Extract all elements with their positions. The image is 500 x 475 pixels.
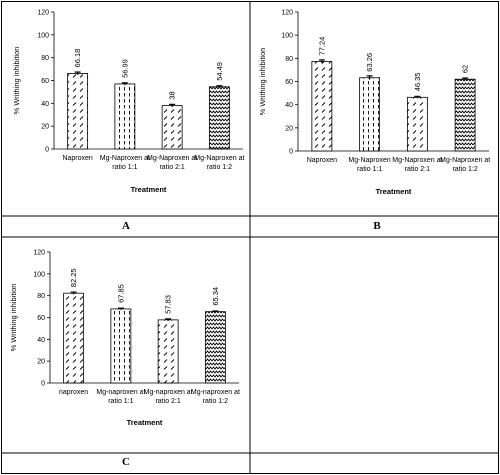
bar bbox=[454, 78, 476, 152]
y-tick-label: 80 bbox=[285, 56, 293, 63]
x-tick-label: Mg-Naproxen at bbox=[100, 155, 150, 162]
chart-b: % Writhing inhibition 0 20 40 60 80 100 120 77.2… bbox=[258, 10, 490, 197]
bar bbox=[157, 319, 179, 384]
bar bbox=[311, 61, 333, 152]
y-axis-label: % Writhing inhibition bbox=[258, 48, 267, 116]
y-tick-label: 120 bbox=[281, 10, 293, 17]
y-tick-label: 120 bbox=[37, 10, 49, 17]
x-tick-label: Mg-naproxen at bbox=[191, 389, 240, 396]
x-tick-label: naproxen bbox=[59, 389, 88, 396]
data-label: 62 bbox=[461, 65, 470, 73]
x-tick-label: ratio 1:2 bbox=[452, 166, 477, 173]
y-tick-label: 100 bbox=[281, 33, 293, 40]
y-tick-label: 80 bbox=[37, 293, 45, 300]
x-tick-label: ratio 2:1 bbox=[405, 166, 430, 173]
y-axis-label: % Writhing inhibition bbox=[9, 284, 18, 352]
x-tick-label: ratio 1:2 bbox=[203, 398, 228, 405]
x-tick-label: Mg-Naproxen at bbox=[147, 155, 197, 162]
x-axis-label: Treatment bbox=[131, 185, 167, 194]
bar bbox=[208, 86, 230, 150]
bar bbox=[110, 308, 132, 384]
x-tick-label: Naproxen bbox=[62, 155, 92, 162]
data-label: 66.18 bbox=[73, 49, 82, 68]
data-label: 57.83 bbox=[164, 295, 173, 314]
y-tick-label: 40 bbox=[41, 101, 49, 108]
data-label: 54.49 bbox=[215, 62, 224, 81]
x-tick-label: Mg-Naproxen at bbox=[392, 157, 442, 164]
x-tick-label: ratio 1:2 bbox=[207, 164, 232, 171]
x-tick-label: ratio 1:1 bbox=[112, 164, 137, 171]
y-tick-label: 0 bbox=[45, 147, 49, 154]
data-label: 56.99 bbox=[120, 59, 129, 78]
data-label: 38 bbox=[168, 91, 177, 99]
chart-c: % Writhing inhibition 0 20 40 60 80 100 120 82.2… bbox=[9, 250, 240, 428]
y-tick-label: 0 bbox=[41, 381, 45, 388]
x-tick-label: Naproxen bbox=[307, 157, 337, 164]
y-tick-label: 40 bbox=[285, 102, 293, 109]
y-tick-label: 20 bbox=[37, 359, 45, 366]
y-tick-label: 120 bbox=[33, 250, 45, 257]
y-tick-label: 20 bbox=[41, 124, 49, 131]
bar bbox=[67, 73, 89, 150]
x-tick-label: Mg-Naproxen bbox=[348, 157, 391, 164]
data-label: 46.35 bbox=[413, 73, 422, 92]
y-tick-label: 100 bbox=[33, 271, 45, 278]
x-axis-label: Treatment bbox=[376, 187, 412, 196]
bar bbox=[359, 77, 381, 152]
panel-letter-a: A bbox=[122, 220, 130, 232]
data-label: 77.24 bbox=[317, 37, 326, 56]
y-tick-label: 0 bbox=[289, 149, 293, 156]
x-tick-label: Mg-naproxen at bbox=[96, 389, 145, 396]
bar bbox=[63, 292, 85, 384]
bar bbox=[204, 311, 226, 384]
x-tick-label: ratio 1:1 bbox=[357, 166, 382, 173]
y-tick-label: 60 bbox=[285, 79, 293, 86]
data-label: 67.85 bbox=[116, 284, 125, 303]
bar bbox=[406, 96, 428, 152]
x-tick-label: Mg-naproxen at bbox=[144, 389, 193, 396]
x-tick-label: ratio 2:1 bbox=[159, 164, 184, 171]
data-label: 82.25 bbox=[69, 268, 78, 287]
x-tick-label: Mg-Naproxen at bbox=[194, 155, 244, 162]
y-axis-label: % Writhing inhibition bbox=[12, 47, 21, 115]
y-tick-label: 100 bbox=[37, 32, 49, 39]
y-tick-label: 60 bbox=[41, 78, 49, 85]
x-tick-label: Mg-Naproxen at bbox=[440, 157, 490, 164]
y-tick-label: 60 bbox=[37, 315, 45, 322]
panel-letter-c: C bbox=[122, 456, 130, 468]
x-tick-label: ratio 1:1 bbox=[108, 398, 133, 405]
y-tick-label: 20 bbox=[285, 125, 293, 132]
bar bbox=[161, 105, 183, 150]
x-axis-label: Treatment bbox=[127, 418, 163, 427]
y-tick-label: 40 bbox=[37, 337, 45, 344]
data-label: 65.34 bbox=[211, 287, 220, 306]
chart-a: % Writhing inhibition 0 20 40 60 80 100 120 66.1… bbox=[12, 10, 245, 195]
panel-letter-b: B bbox=[373, 220, 381, 232]
y-tick-label: 80 bbox=[41, 55, 49, 62]
x-tick-label: ratio 2:1 bbox=[155, 398, 180, 405]
data-label: 63.26 bbox=[365, 53, 374, 72]
bar bbox=[114, 83, 136, 150]
